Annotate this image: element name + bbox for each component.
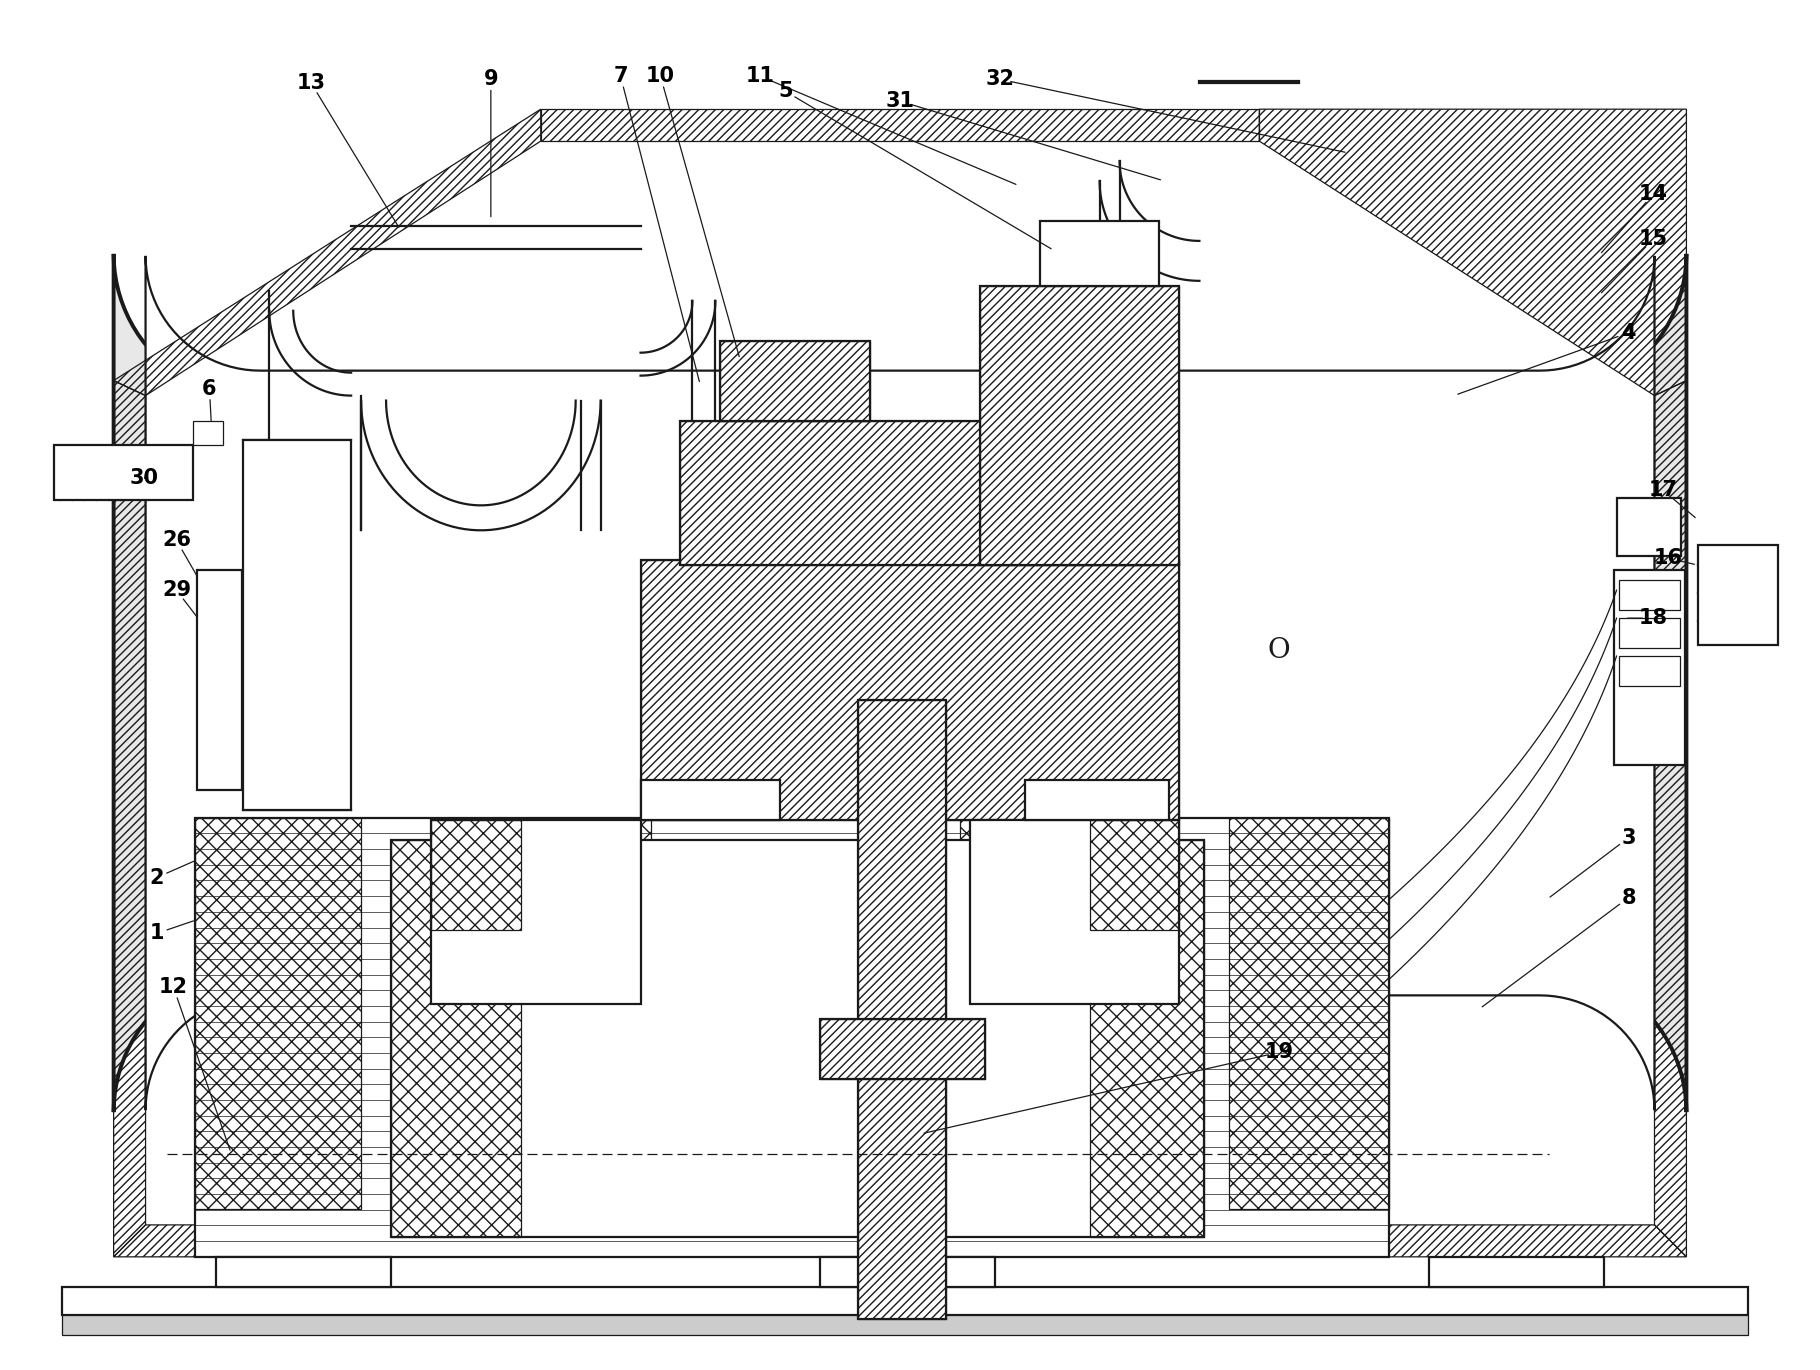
Bar: [821, 1256, 996, 1286]
Bar: [391, 840, 1205, 1237]
Bar: [1618, 581, 1680, 610]
Bar: [62, 1315, 1749, 1334]
Bar: [193, 421, 224, 445]
Text: 18: 18: [1640, 608, 1667, 627]
Polygon shape: [113, 253, 1687, 1112]
Text: 5: 5: [777, 81, 792, 101]
Text: 3: 3: [1622, 827, 1636, 848]
Text: 2: 2: [149, 867, 164, 888]
Bar: [857, 700, 946, 1319]
Text: 6: 6: [202, 378, 217, 399]
Text: 30: 30: [129, 469, 158, 489]
Text: 10: 10: [646, 66, 675, 86]
Text: 11: 11: [746, 66, 775, 86]
Bar: [681, 421, 1154, 566]
Text: O: O: [1269, 637, 1290, 663]
Polygon shape: [431, 819, 641, 1004]
Bar: [55, 445, 193, 500]
Text: 8: 8: [1622, 888, 1636, 907]
Polygon shape: [641, 780, 781, 819]
Bar: [195, 818, 1389, 1256]
Text: 15: 15: [1640, 229, 1669, 249]
Bar: [244, 441, 351, 810]
Bar: [721, 341, 870, 421]
Text: 17: 17: [1649, 481, 1678, 500]
Bar: [1616, 499, 1682, 556]
Bar: [1429, 1256, 1603, 1286]
Bar: [1618, 656, 1680, 686]
Bar: [1039, 221, 1159, 286]
Polygon shape: [970, 819, 1179, 1004]
Text: 7: 7: [613, 66, 628, 86]
Bar: [641, 560, 1179, 819]
Text: 29: 29: [162, 580, 191, 600]
Text: 32: 32: [985, 70, 1014, 89]
Text: 13: 13: [297, 73, 326, 93]
Bar: [217, 1256, 391, 1286]
Text: 1: 1: [149, 923, 164, 944]
Bar: [979, 286, 1179, 566]
Text: 9: 9: [484, 70, 499, 89]
Bar: [62, 1286, 1749, 1315]
Bar: [1698, 545, 1778, 645]
Text: 12: 12: [158, 977, 187, 997]
Polygon shape: [146, 256, 1654, 1110]
Text: 16: 16: [1654, 548, 1684, 569]
Bar: [197, 570, 242, 789]
Text: 14: 14: [1640, 184, 1667, 204]
Text: 26: 26: [162, 530, 191, 551]
Text: 31: 31: [886, 92, 914, 111]
Bar: [1614, 570, 1685, 764]
Text: 19: 19: [1265, 1043, 1294, 1062]
Bar: [1618, 618, 1680, 648]
Polygon shape: [1025, 780, 1170, 819]
Text: 4: 4: [1622, 323, 1636, 342]
Bar: [821, 1019, 985, 1080]
